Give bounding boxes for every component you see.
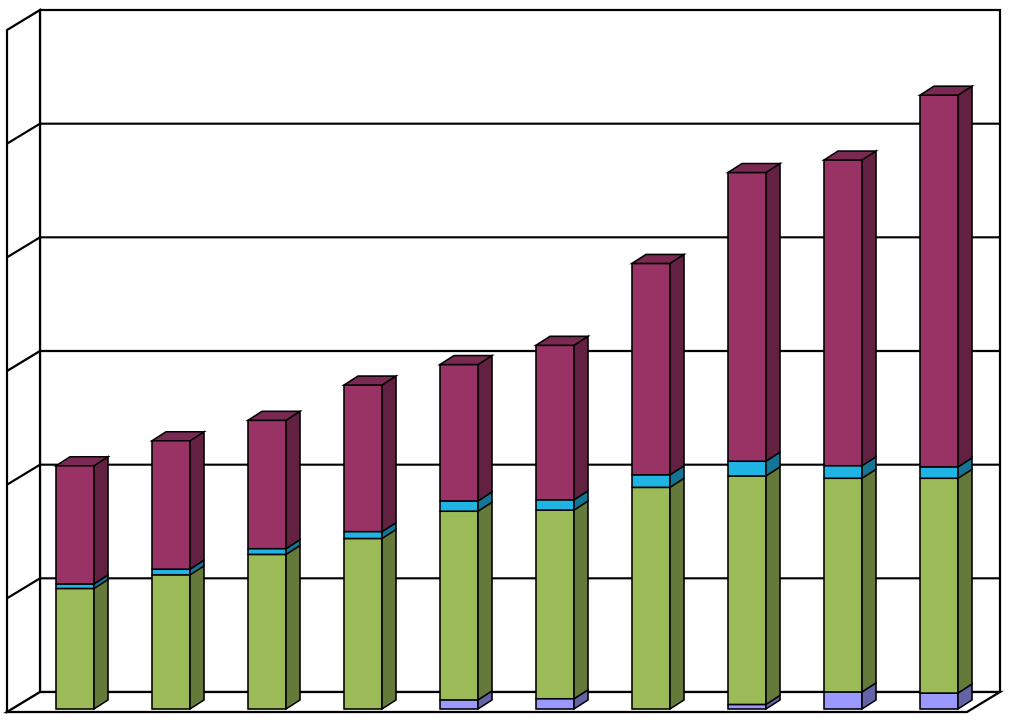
- bar-segment: [343, 537, 383, 710]
- bar-stack: [821, 149, 879, 711]
- bar-stack: [437, 354, 495, 711]
- bar-stack: [149, 430, 207, 711]
- bar-top: [437, 354, 495, 366]
- bar-segment-side: [285, 409, 301, 551]
- bar-segment-side: [957, 84, 973, 469]
- bar-top: [245, 410, 303, 422]
- bar-segment: [439, 699, 479, 710]
- bar-segment: [55, 587, 95, 710]
- gridline-side: [6, 577, 41, 600]
- bar-segment: [727, 475, 767, 706]
- bar-segment: [535, 509, 575, 700]
- bar-top: [917, 85, 975, 96]
- bar-segment: [439, 510, 479, 701]
- bar-top: [629, 253, 687, 265]
- bar-segment: [55, 464, 95, 585]
- bar-top: [533, 335, 591, 347]
- bar-segment-side: [93, 455, 109, 586]
- bar-segment: [247, 419, 287, 550]
- bar-segment-side: [669, 252, 685, 477]
- bar-segment: [631, 262, 671, 476]
- bar-segment-side: [765, 162, 781, 463]
- gridline-side: [6, 350, 41, 372]
- bar-segment-side: [189, 430, 205, 571]
- bar-segment: [823, 477, 863, 693]
- bar-top: [341, 375, 399, 386]
- bar-top: [725, 162, 783, 174]
- bar-segment: [823, 691, 863, 710]
- bar-group: [53, 84, 975, 711]
- bar-stack: [725, 162, 783, 711]
- bar-segment: [439, 363, 479, 502]
- bar-segment: [535, 499, 575, 511]
- bar-stack: [917, 84, 975, 711]
- bar-segment-side: [477, 500, 493, 702]
- bar-segment-side: [669, 476, 685, 711]
- bar-segment: [919, 466, 959, 480]
- bar-segment-side: [189, 564, 205, 711]
- bar-segment: [151, 574, 191, 710]
- bar-segment: [343, 530, 383, 540]
- bar-segment: [823, 159, 863, 467]
- bar-segment: [247, 547, 287, 556]
- bar-top: [149, 430, 207, 442]
- bar-top: [53, 455, 111, 467]
- bar-segment-side: [285, 543, 301, 711]
- bar-segment: [919, 692, 959, 710]
- bar-segment: [823, 464, 863, 480]
- bar-top: [821, 150, 879, 161]
- bar-segment-side: [573, 499, 589, 701]
- bar-stack: [341, 374, 399, 711]
- bar-segment: [151, 439, 191, 570]
- bar-stack: [533, 334, 591, 711]
- gridline-side: [6, 122, 41, 145]
- bar-stack: [629, 252, 687, 711]
- bar-segment: [151, 568, 191, 576]
- bar-segment: [439, 500, 479, 513]
- bar-segment: [727, 171, 767, 463]
- bar-segment: [343, 384, 383, 533]
- bar-segment-side: [765, 465, 781, 706]
- bar-segment-side: [477, 354, 493, 503]
- bar-segment-side: [861, 149, 877, 468]
- bar-segment: [535, 344, 575, 501]
- bar-segment-side: [381, 528, 397, 711]
- bar-segment: [535, 697, 575, 710]
- bar-segment: [247, 553, 287, 710]
- bar-segment-side: [573, 334, 589, 502]
- bar-segment-side: [381, 374, 397, 534]
- bar-segment-side: [957, 467, 973, 695]
- bar-segment: [919, 477, 959, 694]
- bar-segment-side: [861, 467, 877, 694]
- bar-stack: [53, 455, 111, 711]
- bar-segment: [727, 460, 767, 477]
- gridline-side: [6, 236, 41, 259]
- bar-segment: [919, 94, 959, 468]
- bar-segment: [631, 486, 671, 710]
- bar-segment: [631, 474, 671, 489]
- bar-stack: [245, 409, 303, 711]
- bar-segment-side: [93, 578, 109, 711]
- gridline-side: [6, 463, 41, 486]
